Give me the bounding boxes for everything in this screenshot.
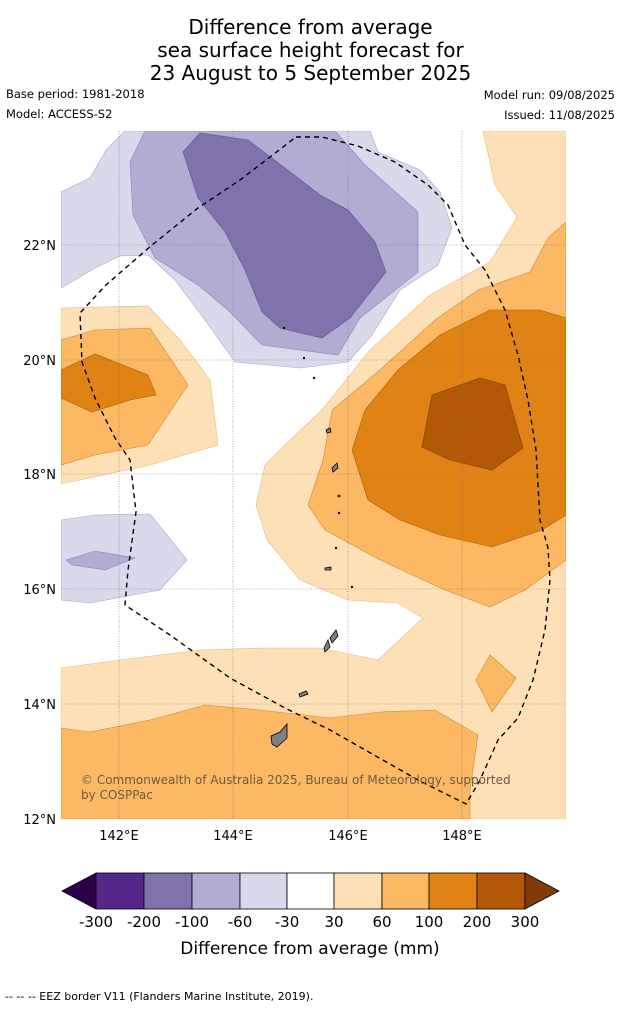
lat-label-22: 22°N [23, 239, 56, 254]
lat-label-14: 14°N [23, 698, 56, 713]
islands [270, 326, 354, 748]
title-line-1: Difference from average [188, 15, 433, 39]
lon-label-148: 148°E [442, 829, 482, 844]
lon-labels: 142°E 144°E 146°E 148°E [99, 829, 482, 844]
colorbar-tick-label: -30 [275, 913, 300, 931]
colorbar-segment-2 [143, 872, 193, 910]
lat-label-20: 20°N [23, 354, 56, 369]
island-saipan [329, 629, 339, 644]
colorbar-tick-label: -100 [175, 913, 209, 931]
colorbar-extend-low [61, 872, 97, 910]
island-tinian [323, 638, 331, 653]
lon-label-146: 146°E [328, 829, 368, 844]
island-guam [270, 722, 288, 748]
colorbar-segment-8 [428, 872, 478, 910]
title-line-2: sea surface height forecast for [157, 38, 464, 62]
lat-label-18: 18°N [23, 468, 56, 483]
colorbar-tick-labels: -300 -200 -100 -60 -30 30 60 100 200 300 [79, 913, 539, 931]
colorbar-segment-1 [95, 872, 145, 910]
anomaly-neg60-neg100-fill-small [65, 550, 137, 571]
island-pagan [331, 462, 339, 473]
lon-label-144: 144°E [213, 829, 253, 844]
base-period-label: Base period: 1981-2018 [6, 87, 145, 101]
colorbar-tick-label: 100 [415, 913, 444, 931]
model-run-label: Model run: 09/08/2025 [483, 88, 615, 102]
colorbar [61, 872, 560, 910]
copyright-line-2: by COSPPac [81, 788, 153, 802]
lat-label-16: 16°N [23, 583, 56, 598]
colorbar-segment-6 [333, 872, 383, 910]
lat-labels: 22°N 20°N 18°N 16°N 14°N 12°N [23, 239, 56, 828]
colorbar-label: Difference from average (mm) [180, 939, 439, 959]
colorbar-extend-high [524, 872, 560, 910]
colorbar-tick-label: 300 [511, 913, 540, 931]
eez-legend-note: -- -- -- EEZ border V11 (Flanders Marine… [5, 990, 314, 1003]
eez-border [79, 136, 551, 805]
island-rota [298, 690, 309, 698]
colorbar-tick-label: -300 [79, 913, 113, 931]
island-agrihan [325, 427, 332, 434]
colorbar-segment-7 [381, 872, 430, 910]
colorbar-tick-label: 60 [372, 913, 391, 931]
colorbar-segment-5 [286, 872, 335, 910]
colorbar-segment-4 [239, 872, 288, 910]
colorbar-segment-3 [191, 872, 241, 910]
colorbar-tick-label: 200 [463, 913, 492, 931]
colorbar-tick-label: -200 [127, 913, 161, 931]
island-anatahan [324, 566, 332, 571]
copyright-line-1: © Commonwealth of Australia 2025, Bureau… [81, 773, 511, 787]
issued-label: Issued: 11/08/2025 [504, 108, 615, 122]
map-area [61, 131, 566, 819]
grid-lines [61, 131, 566, 819]
lon-label-142: 142°E [99, 829, 139, 844]
title-line-3: 23 August to 5 September 2025 [149, 61, 472, 85]
colorbar-segment-9 [476, 872, 526, 910]
anomaly-200-300-fill [421, 377, 524, 471]
colorbar-tick-label: 30 [324, 913, 343, 931]
colorbar-tick-label: -60 [228, 913, 253, 931]
model-label: Model: ACCESS-S2 [6, 107, 113, 121]
lat-label-12: 12°N [23, 813, 56, 828]
